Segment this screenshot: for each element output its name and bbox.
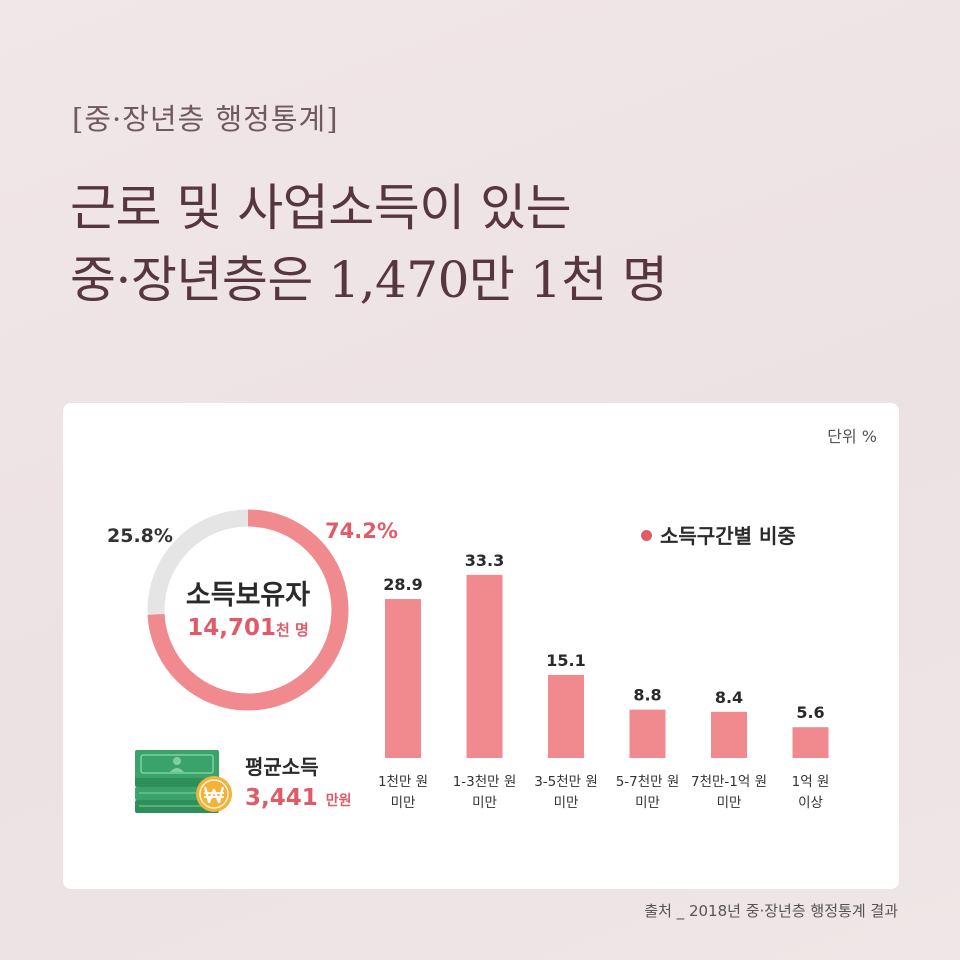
category-label-3-0: 5-7천만 원 [616, 774, 680, 790]
title-line-1: 근로 및 사업소득이 있는 [70, 179, 572, 237]
legend-dot [641, 530, 652, 541]
bar-4 [711, 711, 747, 758]
category-label-5-1: 이상 [798, 795, 823, 811]
category-label-1-0: 1-3천만 원 [453, 774, 517, 790]
average-income-value: 3,441 만원 [245, 785, 352, 811]
bar-2 [548, 674, 584, 758]
infographic-card: 단위 % 25.8% 74.2% 소득보유자 14,701천 명 평균소득 3,… [63, 403, 899, 889]
bar-3 [629, 709, 666, 758]
donut-label-with-income: 74.2% [325, 519, 398, 543]
category-label-5-0: 1억 원 [792, 774, 830, 790]
title-line-2: 중·장년층은 1,470만 1천 명 [70, 251, 668, 309]
bar-value-label-3: 8.8 [633, 686, 661, 705]
donut-label-without-income: 25.8% [107, 525, 173, 547]
bar-value-label-0: 28.9 [383, 575, 422, 594]
category-label-0-0: 1천만 원 [378, 774, 428, 790]
donut-center-title: 소득보유자 [185, 580, 311, 611]
category-label-4-1: 미만 [717, 795, 742, 811]
income-holders-unit: 천 명 [275, 621, 309, 639]
chart-legend: 소득구간별 비중 [641, 520, 796, 549]
bar-0 [385, 599, 421, 758]
category-label-3-1: 미만 [635, 795, 660, 811]
category-label-4-0: 7천만-1억 원 [691, 774, 767, 790]
page-title: 근로 및 사업소득이 있는 중·장년층은 1,470만 1천 명 [70, 172, 930, 316]
bar-value-label-4: 8.4 [715, 688, 743, 707]
bar-value-label-5: 5.6 [796, 703, 824, 722]
average-income-unit: 만원 [325, 793, 352, 809]
average-income-title: 평균소득 [245, 755, 319, 779]
average-income-amount: 3,441 [245, 785, 318, 811]
category-label-1-1: 미만 [472, 795, 497, 811]
donut-center-value: 14,701천 명 [143, 615, 353, 641]
donut-chart [147, 509, 349, 711]
bar-value-label-2: 15.1 [546, 651, 585, 670]
category-label-2-0: 3-5천만 원 [534, 774, 598, 790]
source-note: 출처 _ 2018년 중·장년층 행정통계 결과 [644, 902, 898, 920]
income-bracket-bar-chart: 28.9 1천만 원미만 33.3 1-3천만 원미만 15.1 3-5천만 원미만 8.8… [378, 551, 830, 811]
bar-value-label-1: 33.3 [465, 551, 504, 570]
unit-label: 단위 % [827, 427, 877, 446]
category-label-2-1: 미만 [554, 795, 579, 811]
donut-arc-with-income [147, 509, 349, 711]
bar-5 [792, 727, 829, 758]
legend-label: 소득구간별 비중 [660, 524, 796, 548]
won-coin-icon [196, 776, 232, 812]
bar-1 [466, 574, 503, 758]
income-holders-count: 14,701 [187, 615, 276, 641]
kicker-label: [중·장년층 행정통계] [72, 102, 339, 136]
category-label-0-1: 미만 [391, 795, 416, 811]
